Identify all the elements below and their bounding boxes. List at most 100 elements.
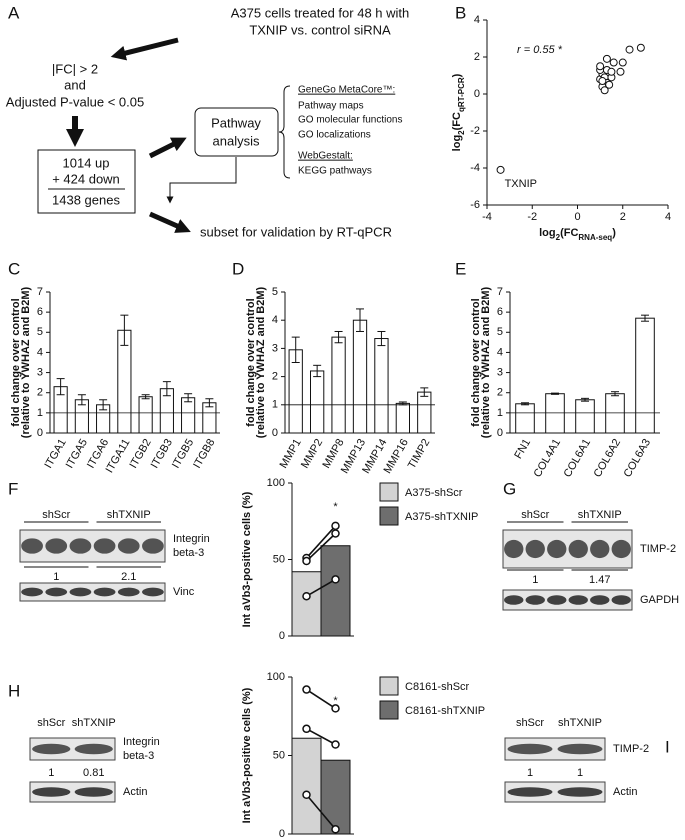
blot (502, 589, 633, 611)
panel-letter: I (665, 737, 670, 756)
y-tick-label: 3 (272, 342, 278, 354)
x-tick-label: COL6A2 (592, 437, 623, 480)
legend-swatch (379, 676, 399, 696)
flow-text: |FC| > 2 (52, 61, 98, 76)
legend-label: C8161-shTXNIP (405, 705, 485, 717)
quantification: 1 (577, 767, 583, 779)
y-tick-label: 3 (497, 366, 503, 378)
blot (29, 737, 116, 761)
panel-letter: A (8, 3, 20, 22)
tool-item: Pathway maps (298, 101, 364, 112)
y-tick-label: 2 (497, 387, 503, 399)
arrow (110, 37, 179, 61)
axis-title: log2(FCqRT-PCR) (451, 73, 466, 151)
lane-label: shScr (37, 717, 65, 729)
y-tick-label: 0 (497, 427, 503, 439)
point (302, 591, 311, 601)
point (302, 556, 311, 566)
quantification: 2.1 (121, 571, 136, 583)
bar (352, 319, 368, 434)
panel-letter: C (8, 259, 20, 278)
panel-letter: H (8, 681, 20, 700)
x-tick-label: -2 (527, 211, 537, 223)
blot-label: GAPDH (640, 594, 679, 606)
band (547, 595, 567, 605)
point (625, 45, 634, 54)
quantification: 1 (527, 767, 533, 779)
band (568, 539, 588, 559)
point (302, 790, 311, 799)
y-tick-label: 4 (37, 346, 43, 358)
y-tick-label: 1 (37, 407, 43, 419)
lane-label: shTXNIP (578, 509, 622, 521)
point (598, 77, 607, 86)
tool-item: GO molecular functions (298, 115, 403, 126)
axis-title-part: log (539, 227, 556, 239)
blot-label: Actin (123, 786, 147, 798)
flow-text: Pathway (211, 115, 261, 130)
quantification: 0.81 (83, 767, 104, 779)
point (331, 529, 340, 538)
axis-title: Int aVb3-positive cells (%) (241, 491, 253, 627)
band (525, 539, 545, 559)
flow-text: A375 cells treated for 48 h with (231, 5, 410, 20)
band (21, 587, 43, 597)
blot-label: TIMP-2 (613, 743, 649, 755)
lane-label: shTXNIP (107, 509, 151, 521)
point (331, 825, 340, 834)
axis-title-part: (FC (560, 227, 578, 239)
x-tick-label: 2 (620, 211, 626, 223)
quantification: 1.47 (589, 574, 610, 586)
band (142, 587, 164, 597)
band (93, 587, 116, 597)
bar (138, 396, 153, 434)
axis-title: Int aVb3-positive cells (%) (241, 687, 253, 823)
x-tick-label: COL6A3 (622, 437, 653, 480)
blot-label: Actin (613, 786, 637, 798)
bar (320, 545, 351, 637)
band (547, 539, 567, 559)
x-tick-label: FN1 (512, 437, 533, 461)
point (302, 685, 311, 694)
y-tick-label: 1 (497, 407, 503, 419)
flow-text: subset for validation by RT-qPCR (200, 224, 392, 239)
axis-title: fold change over control (470, 298, 482, 426)
legend-swatch (379, 482, 399, 502)
bar (291, 737, 322, 835)
axis-title: (relative to YWHAZ and B2M) (480, 286, 492, 438)
y-tick-label: -6 (470, 199, 480, 211)
axis-title-part: ) (451, 73, 463, 77)
point (616, 67, 625, 76)
blot (502, 529, 633, 569)
pair-line (305, 532, 337, 562)
lane-label: shScr (42, 509, 70, 521)
tool-heading: GeneGo MetaCore™: (298, 85, 395, 96)
blot (504, 781, 606, 803)
annotation: r = 0.55 * (517, 44, 563, 56)
flow-text: analysis (213, 133, 260, 148)
axis-title-part: 2 (556, 233, 561, 242)
axis-title: (relative to YWHAZ and B2M) (20, 286, 32, 438)
y-tick-label: 0 (474, 88, 480, 100)
y-tick-label: 4 (272, 314, 278, 326)
y-tick-label: 6 (37, 306, 43, 318)
blot (19, 529, 166, 563)
band (21, 538, 43, 554)
y-tick-label: 5 (272, 286, 278, 298)
bar (515, 403, 535, 434)
band (557, 787, 603, 797)
legend-swatch (379, 700, 399, 720)
point (607, 67, 616, 76)
y-tick-label: 50 (273, 749, 285, 761)
band (590, 539, 610, 559)
bar (202, 402, 217, 434)
y-tick-label: -4 (470, 162, 480, 174)
legend-label: A375-shScr (405, 487, 463, 499)
tool-item: KEGG pathways (298, 166, 372, 177)
legend-label: C8161-shScr (405, 681, 470, 693)
band (69, 587, 92, 597)
point (331, 575, 340, 584)
bar (635, 317, 655, 434)
blot (504, 737, 606, 761)
y-tick-label: 100 (267, 671, 285, 683)
